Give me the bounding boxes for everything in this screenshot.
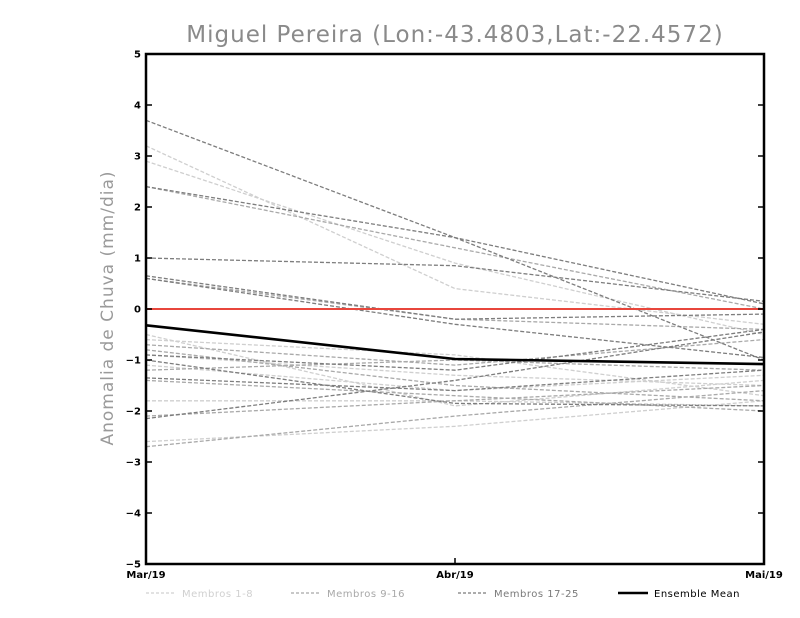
y-tick-label: 2 <box>134 203 141 214</box>
series-line-m18 <box>145 185 765 305</box>
series-line-m22 <box>145 328 765 371</box>
series-line-m12 <box>145 379 765 412</box>
y-axis-label: Anomalia de Chuva (mm/dia) <box>98 170 118 445</box>
y-tick-label: −1 <box>126 356 141 367</box>
series-line-m8 <box>145 333 765 407</box>
series-line-m21 <box>145 277 765 359</box>
series-line-m24 <box>145 359 765 407</box>
series-line-m19 <box>145 257 765 302</box>
ensemble-mean-line <box>145 324 765 366</box>
series-line-m5 <box>145 364 765 392</box>
y-tick-label: −4 <box>126 509 141 520</box>
series-line-m14 <box>145 277 765 331</box>
series-line-m16 <box>145 389 765 448</box>
x-tick-label: Mai/19 <box>745 570 783 581</box>
y-tick-label: 4 <box>134 101 141 112</box>
legend-label: Membros 9-16 <box>327 589 405 600</box>
series-line-m2 <box>145 160 765 336</box>
y-tick-label: 0 <box>134 305 141 316</box>
x-tick-label: Abr/19 <box>436 570 473 581</box>
y-tick-label: 5 <box>134 50 141 61</box>
chart-title: Miguel Pereira (Lon:-43.4803,Lat:-22.457… <box>186 22 723 48</box>
ensemble-mean-layer <box>145 324 765 366</box>
series-layer <box>145 119 765 448</box>
series-line-m10 <box>145 349 765 402</box>
series-line-m25 <box>145 331 765 420</box>
y-tick-label: 3 <box>134 152 141 163</box>
series-line-m15 <box>145 185 765 310</box>
series-line-m20 <box>145 275 765 320</box>
legend-label: Membros 17-25 <box>494 589 579 600</box>
y-tick-label: −5 <box>126 560 141 571</box>
series-line-m3 <box>145 338 765 397</box>
y-tick-label: −3 <box>126 458 141 469</box>
series-line-m23 <box>145 369 765 392</box>
legend: Membros 1-8 Membros 9-16 Membros 17-25 Ense… <box>146 589 740 600</box>
legend-label: Ensemble Mean <box>654 589 740 600</box>
y-tick-label: 1 <box>134 254 141 265</box>
legend-label: Membros 1-8 <box>182 589 253 600</box>
series-line-m13 <box>145 384 765 417</box>
x-tick-label: Mar/19 <box>126 570 165 581</box>
series-line-m1 <box>145 145 765 325</box>
y-tick-label: −2 <box>126 407 141 418</box>
